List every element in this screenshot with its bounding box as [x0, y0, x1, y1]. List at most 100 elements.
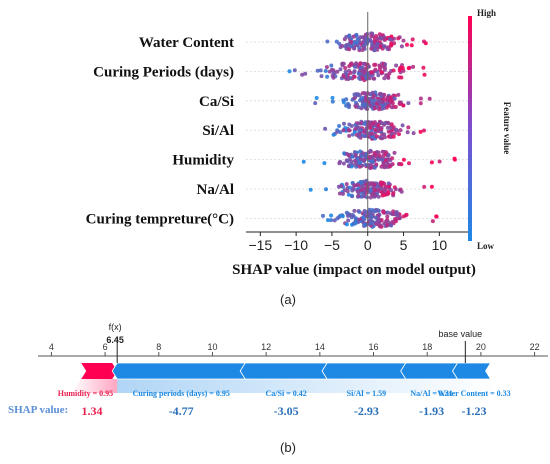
shap-point — [357, 164, 362, 169]
shap-point — [406, 125, 411, 130]
shap-point — [361, 43, 366, 48]
contribution-value: -1.93 — [419, 404, 444, 418]
shap-point — [388, 164, 392, 169]
shap-point — [386, 157, 391, 162]
shap-point — [362, 209, 367, 213]
shap-point — [427, 96, 432, 101]
shap-point — [338, 130, 343, 135]
force-tick-label: 14 — [315, 342, 325, 352]
shap-point — [335, 129, 340, 134]
contribution-value: -3.05 — [274, 404, 299, 418]
shap-point — [354, 92, 359, 97]
shap-point — [372, 98, 377, 103]
shap-point — [379, 70, 384, 75]
shap-point — [383, 65, 387, 70]
shap-point — [410, 37, 415, 42]
shap-point — [386, 45, 391, 50]
shap-point — [358, 61, 363, 66]
shap-point — [400, 66, 405, 71]
force-tick-label: 20 — [476, 342, 486, 352]
panel-label-b: (b) — [280, 440, 296, 455]
shap-point — [386, 181, 391, 186]
shap-point — [353, 158, 358, 163]
shap-force-plot: 4 6 8 10 12 14 16 18 20 22 f(x) 6.45 base value H… — [8, 322, 548, 455]
shap-point — [380, 181, 385, 185]
shap-point — [397, 75, 402, 80]
shap-point — [390, 156, 395, 161]
shap-point — [382, 35, 387, 40]
shap-point — [382, 187, 387, 192]
shap-point — [344, 43, 349, 48]
shap-point — [387, 71, 392, 76]
shap-point — [364, 186, 369, 191]
shap-point — [376, 73, 381, 78]
negative-segment — [321, 362, 407, 380]
contribution-label: Na/Al = 0.31 — [410, 389, 453, 398]
shap-point — [369, 31, 374, 36]
contribution-value: -1.23 — [462, 404, 487, 418]
shap-point — [393, 217, 398, 221]
shap-point — [399, 44, 404, 49]
shap-point — [398, 187, 403, 192]
shap-point — [337, 124, 342, 128]
shap-point — [359, 154, 364, 159]
x-tick-label: −5 — [324, 237, 340, 253]
feature-rows: Water Content Curing Periods (days) Ca/Si S… — [86, 35, 468, 227]
shap-point — [325, 39, 330, 44]
shap-point — [322, 161, 327, 166]
shap-point — [385, 223, 390, 228]
shap-point — [388, 100, 393, 105]
shap-point — [394, 63, 399, 68]
shap-point — [374, 221, 379, 226]
x-axis-label: SHAP value (impact on model output) — [232, 262, 476, 278]
shap-point — [349, 36, 354, 41]
shap-point — [429, 184, 434, 189]
shap-point — [372, 47, 377, 52]
shap-point — [337, 191, 342, 196]
contribution-label: Water Content = 0.33 — [437, 389, 510, 398]
shap-point — [390, 219, 395, 224]
shap-point — [397, 100, 402, 105]
shap-point — [344, 97, 349, 102]
shap-point — [386, 75, 391, 80]
shap-point — [324, 187, 328, 192]
shap-point — [376, 213, 381, 218]
shap-point — [352, 69, 357, 74]
shap-point — [346, 153, 351, 158]
shap-point — [362, 91, 367, 95]
colorbar-gradient — [468, 16, 472, 241]
shap-point — [371, 76, 376, 81]
shap-point — [348, 213, 352, 217]
shap-point — [418, 101, 423, 106]
shap-point — [353, 153, 358, 158]
shap-point — [386, 95, 390, 100]
fx-value: 6.45 — [106, 335, 124, 345]
shap-point — [422, 128, 426, 133]
shap-point — [343, 66, 348, 70]
shap-point — [391, 192, 396, 196]
shap-summary-plot: Water Content Curing Periods (days) Ca/Si S… — [86, 8, 512, 307]
shap-point — [377, 153, 382, 158]
contribution-labels: Humidity = 0.95 Curing periods (days) = 0… — [58, 389, 511, 398]
shap-point — [354, 40, 359, 45]
shap-point — [345, 159, 350, 164]
contribution-label: Si/Al = 1.59 — [347, 389, 386, 398]
shap-point — [405, 42, 409, 47]
shap-point — [382, 135, 387, 140]
shap-point — [385, 214, 390, 219]
shap-point — [360, 76, 365, 81]
shap-point — [407, 161, 411, 166]
fx-label: f(x) — [109, 322, 122, 332]
shap-point — [372, 106, 377, 111]
shap-point — [351, 187, 356, 192]
shap-point — [376, 123, 381, 128]
shap-point — [405, 130, 410, 135]
shap-point — [429, 160, 434, 165]
contribution-label: Curing periods (days) = 0.95 — [133, 389, 230, 398]
shap-point — [362, 222, 367, 227]
shap-point — [381, 210, 386, 215]
shap-point — [367, 76, 372, 81]
shap-point — [355, 182, 360, 187]
shap-value-title: SHAP value: — [8, 404, 68, 416]
shap-point — [379, 121, 384, 126]
